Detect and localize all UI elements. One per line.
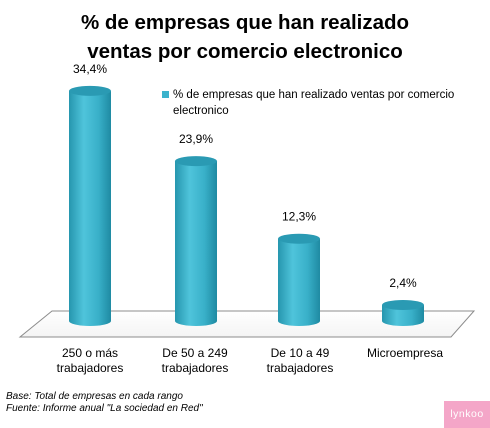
bar-body bbox=[175, 161, 217, 326]
category-label-3: De 10 a 49 trabajadores bbox=[245, 346, 355, 376]
bar-top bbox=[382, 299, 424, 310]
footnotes: Base: Total de empresas en cada rango Fu… bbox=[6, 391, 203, 415]
chart-floor bbox=[18, 310, 476, 338]
note-source: Fuente: Informe anual "La sociedad en Re… bbox=[6, 403, 203, 414]
category-label-1: 250 o más trabajadores bbox=[35, 346, 145, 376]
category-label-4: Microempresa bbox=[350, 346, 460, 361]
bars-group bbox=[69, 85, 424, 326]
bar-top bbox=[69, 85, 111, 96]
category-label-2: De 50 a 249 trabajadores bbox=[140, 346, 250, 376]
tick-label: Microempresa bbox=[366, 346, 444, 360]
legend-swatch bbox=[162, 91, 169, 98]
data-label-2: 23,9% bbox=[179, 132, 213, 146]
note-base: Base: Total de empresas en cada rango bbox=[6, 391, 183, 402]
bar-top bbox=[278, 233, 320, 244]
bar-1 bbox=[69, 85, 111, 326]
tick-label: 250 o más bbox=[61, 346, 119, 360]
bar-top bbox=[175, 156, 217, 167]
legend-label-line-1: % de empresas que han realizado ventas p… bbox=[173, 89, 455, 101]
bar-4 bbox=[382, 299, 424, 326]
value-labels-group: 34,4% 23,9% 12,3% 2,4% bbox=[73, 62, 417, 290]
bar-2 bbox=[175, 156, 217, 326]
tick-label: trabajadores bbox=[161, 361, 229, 375]
data-label-4: 2,4% bbox=[389, 276, 417, 290]
legend: % de empresas que han realizado ventas p… bbox=[162, 87, 462, 119]
bar-body bbox=[278, 238, 320, 326]
chart-title: % de empresas que han realizado ventas p… bbox=[0, 8, 490, 66]
legend-label-line-2: electronico bbox=[173, 105, 229, 117]
brand-logo: lynkoo bbox=[444, 401, 490, 428]
data-label-3: 12,3% bbox=[282, 210, 316, 224]
data-label-1: 34,4% bbox=[73, 62, 107, 76]
tick-label: trabajadores bbox=[56, 361, 124, 375]
chart-title-line-2: ventas por comercio electronico bbox=[87, 40, 403, 63]
tick-label: De 50 a 249 bbox=[162, 346, 228, 360]
tick-label: trabajadores bbox=[266, 361, 334, 375]
bar-body bbox=[382, 304, 424, 326]
bar-body bbox=[69, 90, 111, 326]
chart-title-line-1: % de empresas que han realizado bbox=[80, 11, 410, 34]
bar-3 bbox=[278, 233, 320, 326]
tick-label: De 10 a 49 bbox=[270, 346, 330, 360]
